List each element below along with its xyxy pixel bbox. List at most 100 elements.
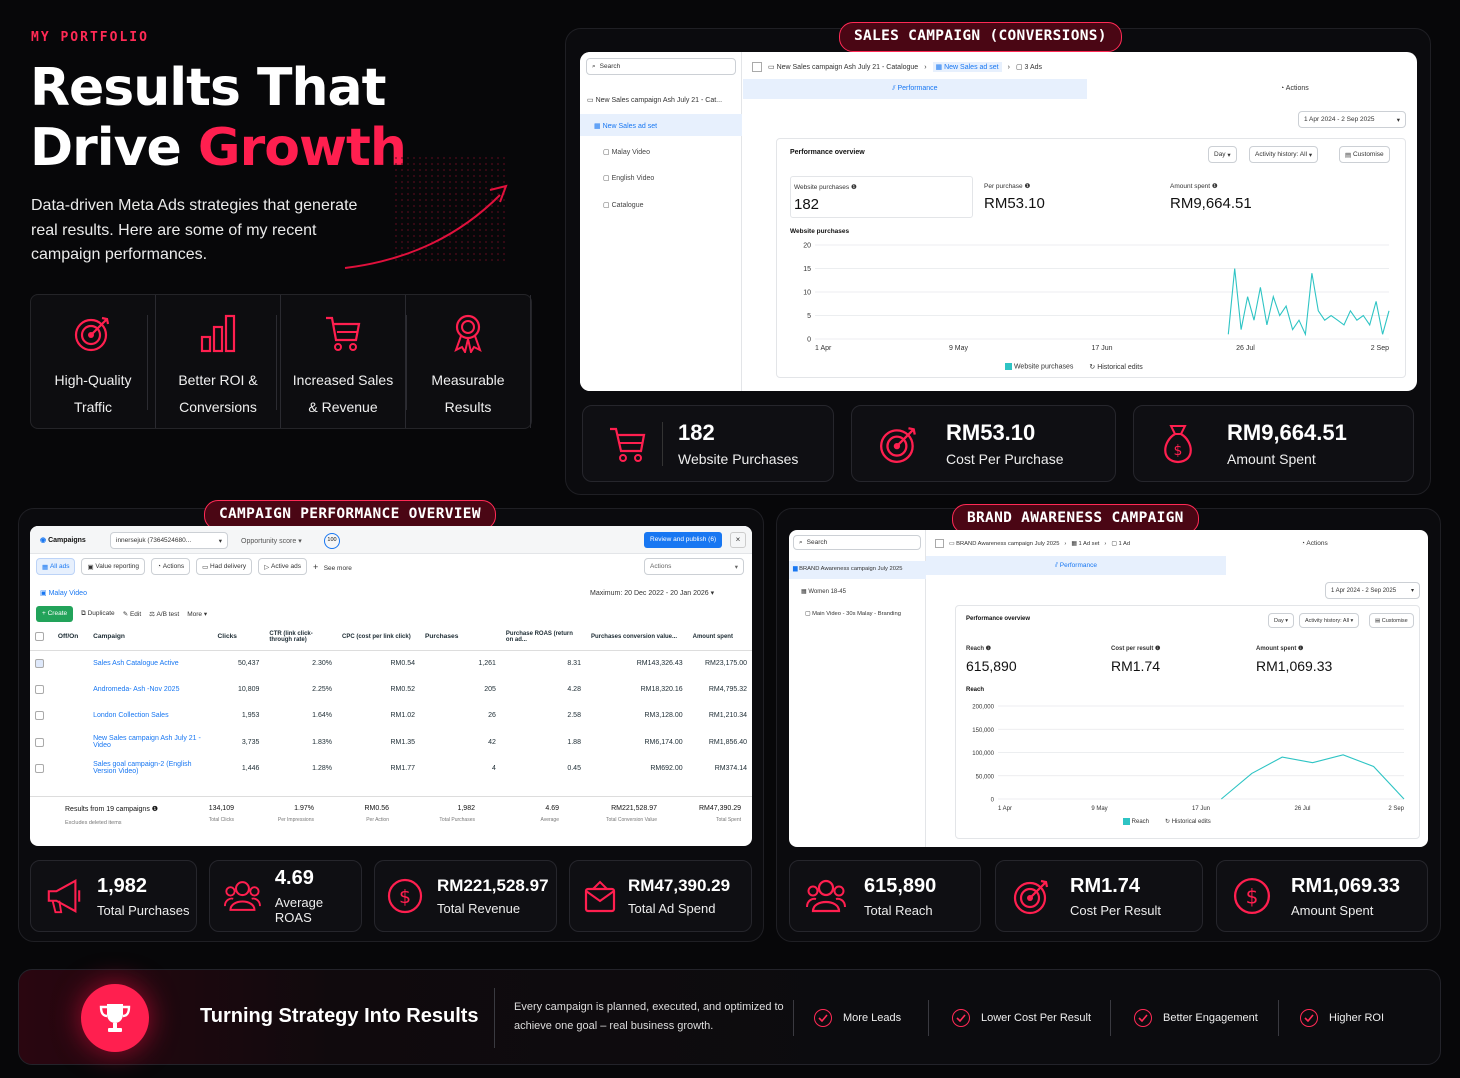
footer-bar: Turning Strategy Into Results Every camp…: [18, 969, 1441, 1065]
metric-tile[interactable]: Website purchases ❶ 182: [790, 176, 973, 218]
date-range-picker[interactable]: 1 Apr 2024 - 2 Sep 2025 ▾: [1325, 582, 1420, 599]
activity-history-select[interactable]: Activity history: All ▾: [1249, 146, 1319, 163]
more-button[interactable]: More ▾: [187, 611, 208, 618]
breadcrumb-item[interactable]: ▦ New Sales ad set: [932, 62, 1002, 72]
benefit-roi: Better ROI & Conversions: [156, 295, 281, 428]
select-value: Day: [1274, 617, 1284, 624]
duplicate-button[interactable]: ⧉ Duplicate: [81, 610, 115, 617]
row-checkbox[interactable]: [35, 658, 44, 668]
column-header[interactable]: Amount spent: [687, 624, 752, 651]
tab-actions[interactable]: ◔ Actions: [151, 558, 191, 575]
tree-adset[interactable]: ▦ Women 18-45: [801, 589, 846, 595]
headline-line-1: Results That: [30, 58, 386, 118]
column-header[interactable]: Clicks: [212, 624, 265, 651]
tree-campaign[interactable]: ▭ New Sales campaign Ash July 21 - Cat..…: [587, 97, 723, 104]
chevron-right-icon: ›: [924, 63, 927, 71]
toggle-cell[interactable]: [53, 729, 88, 755]
activity-history-select[interactable]: Activity history: All ▾: [1299, 613, 1360, 628]
campaign-name[interactable]: Sales goal campaign-2 (English Version V…: [93, 761, 192, 776]
column-header[interactable]: Off/On: [52, 624, 89, 651]
button-label: More: [187, 611, 203, 618]
customise-button[interactable]: ▤ Customise: [1369, 613, 1414, 628]
toggle-cell[interactable]: [53, 676, 88, 702]
row-checkbox-cell[interactable]: [30, 729, 53, 755]
tab-had-delivery[interactable]: ▭ Had delivery: [196, 558, 253, 575]
column-header[interactable]: [30, 624, 53, 651]
row-checkbox[interactable]: [35, 711, 44, 721]
row-checkbox[interactable]: [35, 737, 44, 747]
actions-select[interactable]: Actions ▾: [644, 558, 744, 575]
tree-campaign[interactable]: ▆ BRAND Awareness campaign July 2025: [789, 561, 926, 579]
tree-adset[interactable]: ▦ New Sales ad set: [580, 114, 742, 136]
legend-item[interactable]: Website purchases: [1005, 363, 1073, 371]
legend-item[interactable]: ↻ Historical edits: [1089, 363, 1142, 371]
tab-actions[interactable]: ◔ Actions: [1280, 85, 1309, 92]
opportunity-score[interactable]: Opportunity score ▾: [241, 538, 302, 545]
search-input[interactable]: ⌕ Search: [793, 535, 921, 550]
column-header[interactable]: Purchases conversion value...: [585, 624, 688, 651]
breadcrumb-item[interactable]: ▭ New Sales campaign Ash July 21 - Catal…: [768, 64, 919, 71]
column-header[interactable]: Campaign: [88, 624, 213, 651]
review-publish-button[interactable]: Review and publish (6): [644, 532, 723, 548]
legend-item[interactable]: Reach: [1123, 818, 1149, 825]
edit-button[interactable]: ✎ Edit: [122, 611, 142, 618]
column-header[interactable]: Purchases: [420, 624, 501, 651]
account-select[interactable]: innersejuk (7364524680... ▾: [110, 532, 228, 549]
customise-button[interactable]: ▤ Customise: [1339, 146, 1390, 163]
tab-actions[interactable]: ◔ Actions: [1301, 540, 1328, 547]
cart-icon: [326, 316, 361, 351]
tree-ad[interactable]: ▢ Catalogue: [603, 202, 644, 209]
campaign-name[interactable]: New Sales campaign Ash July 21 - Video: [93, 735, 201, 750]
tab-all-ads[interactable]: ▦ All ads: [36, 558, 76, 575]
table-row[interactable]: Sales Ash Catalogue Active 50,437 2.30% RM…: [30, 650, 752, 676]
row-checkbox-cell[interactable]: [30, 755, 53, 781]
tree-ad[interactable]: ▢ Malay Video: [603, 149, 650, 156]
campaign-name[interactable]: Sales Ash Catalogue Active: [93, 659, 179, 667]
table-row[interactable]: New Sales campaign Ash July 21 - Video 3…: [30, 729, 752, 755]
toggle-cell[interactable]: [53, 755, 88, 781]
column-header[interactable]: Purchase ROAS (return on ad...: [500, 624, 586, 651]
breadcrumb-item[interactable]: ▢ 1 Ad: [1111, 540, 1131, 547]
row-checkbox-cell[interactable]: [30, 676, 53, 702]
legend-item[interactable]: ↻ Historical edits: [1165, 818, 1211, 825]
campaign-name[interactable]: London Collection Sales: [93, 712, 169, 720]
day-select[interactable]: Day ▾: [1268, 613, 1295, 628]
sales-tree: ⌕ Search ▭ New Sales campaign Ash July 21…: [580, 52, 742, 391]
breadcrumb-item[interactable]: ▭ BRAND Awareness campaign July 2025: [949, 540, 1060, 547]
tab-performance[interactable]: ⫽ Performance: [743, 79, 1087, 99]
search-input[interactable]: ⌕ Search: [586, 58, 736, 75]
select-all-checkbox[interactable]: [35, 632, 44, 642]
ab-test-button[interactable]: ⚖ A/B test: [149, 611, 180, 618]
breadcrumb-item[interactable]: ▢ 3 Ads: [1015, 64, 1043, 71]
date-range-picker[interactable]: 1 Apr 2024 - 2 Sep 2025 ▾: [1298, 111, 1406, 128]
day-select[interactable]: Day ▾: [1208, 146, 1237, 163]
see-more-link[interactable]: + See more: [313, 562, 352, 572]
tree-ad[interactable]: ▢ English Video: [603, 175, 655, 182]
filter-chip[interactable]: ▣ Malay Video: [40, 590, 87, 597]
panel-toggle-icon[interactable]: [752, 62, 762, 72]
table-row[interactable]: Sales goal campaign-2 (English Version V…: [30, 755, 752, 781]
row-checkbox[interactable]: [35, 684, 44, 694]
column-header[interactable]: CPC (cost per link click): [337, 624, 420, 651]
tab-label: Actions: [1285, 85, 1309, 92]
tree-ad[interactable]: ▢ Main Video - 30s Malay - Branding: [805, 611, 901, 617]
row-checkbox-cell[interactable]: [30, 650, 53, 676]
close-icon[interactable]: ×: [730, 532, 746, 548]
stat-value: 1,982: [97, 874, 148, 897]
tab-performance[interactable]: ⫽ Performance: [926, 556, 1226, 575]
campaign-name[interactable]: Andromeda- Ash -Nov 2025: [93, 685, 180, 693]
row-checkbox-cell[interactable]: [30, 703, 53, 729]
table-row[interactable]: Andromeda- Ash -Nov 2025 10,809 2.25% RM0.…: [30, 676, 752, 702]
create-button[interactable]: + Create: [36, 606, 74, 622]
row-checkbox[interactable]: [35, 763, 44, 773]
panel-toggle-icon[interactable]: [935, 539, 944, 548]
stat-card: $ RM9,664.51 Amount Spent: [1133, 405, 1414, 482]
toggle-cell[interactable]: [53, 650, 88, 676]
date-range-picker[interactable]: Maximum: 20 Dec 2022 - 20 Jan 2026 ▾: [590, 590, 715, 597]
table-row[interactable]: London Collection Sales 1,953 1.64% RM1.02…: [30, 703, 752, 729]
column-header[interactable]: CTR (link click-through rate): [264, 624, 338, 651]
tab-active-ads[interactable]: ▷ Active ads: [258, 558, 307, 575]
tab-value-reporting[interactable]: ▣ Value reporting: [81, 558, 146, 575]
toggle-cell[interactable]: [53, 703, 88, 729]
breadcrumb-item[interactable]: ▦ 1 Ad set: [1071, 540, 1100, 547]
